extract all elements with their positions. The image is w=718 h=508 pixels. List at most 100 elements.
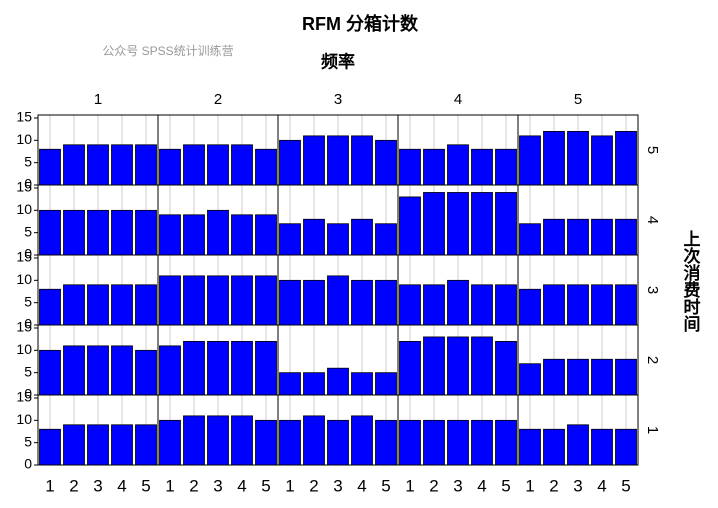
y-tick-label: 10 xyxy=(16,341,32,357)
bar xyxy=(399,196,421,256)
bar xyxy=(327,419,349,466)
bar xyxy=(495,284,517,326)
bar xyxy=(375,372,397,396)
bar xyxy=(135,424,157,466)
chart-title: RFM 分箱计数 xyxy=(302,13,419,34)
bar xyxy=(279,372,301,396)
bar xyxy=(255,419,277,466)
bar xyxy=(543,358,565,396)
bar xyxy=(615,428,637,466)
bar xyxy=(591,428,613,466)
bar xyxy=(351,415,373,466)
bar xyxy=(615,130,637,186)
bar xyxy=(87,144,109,186)
bar xyxy=(159,275,181,326)
bar xyxy=(279,139,301,186)
bar xyxy=(159,148,181,186)
bar xyxy=(231,214,253,256)
y-tick-label: 10 xyxy=(16,271,32,287)
x-tick-label: 3 xyxy=(333,476,342,495)
x-tick-label: 3 xyxy=(93,476,102,495)
x-tick-label: 1 xyxy=(525,476,534,495)
y-tick-label: 15 xyxy=(16,389,32,405)
x-tick-label: 5 xyxy=(621,476,630,495)
x-tick-label: 2 xyxy=(549,476,558,495)
bar xyxy=(519,223,541,256)
bar xyxy=(303,135,325,186)
y-tick-label: 0 xyxy=(24,386,32,402)
bar xyxy=(543,218,565,256)
y-tick-label: 10 xyxy=(16,201,32,217)
bar xyxy=(303,218,325,256)
bar xyxy=(255,214,277,256)
bar xyxy=(207,275,229,326)
y-tick-label: 10 xyxy=(16,131,32,147)
bar xyxy=(567,284,589,326)
bar xyxy=(543,130,565,186)
bar xyxy=(63,209,85,256)
bar xyxy=(303,279,325,326)
row-label: 2 xyxy=(644,356,661,364)
bar xyxy=(423,192,445,256)
bar xyxy=(111,424,133,466)
bar xyxy=(567,358,589,396)
bar xyxy=(471,148,493,186)
bar xyxy=(63,284,85,326)
bar xyxy=(351,218,373,256)
bar xyxy=(375,223,397,256)
column-label: 2 xyxy=(214,91,222,108)
x-tick-label: 5 xyxy=(501,476,510,495)
row-label: 1 xyxy=(644,426,661,434)
bar xyxy=(447,336,469,396)
bar xyxy=(399,284,421,326)
bar xyxy=(303,415,325,466)
bar xyxy=(471,336,493,396)
y-tick-label: 15 xyxy=(16,109,32,125)
bar xyxy=(63,424,85,466)
bar xyxy=(87,345,109,396)
x-tick-label: 2 xyxy=(69,476,78,495)
x-tick-label: 1 xyxy=(45,476,54,495)
bar xyxy=(39,428,61,466)
bar xyxy=(135,349,157,396)
bar xyxy=(471,192,493,256)
bar xyxy=(567,218,589,256)
bar xyxy=(519,288,541,326)
bar xyxy=(471,419,493,466)
x-tick-label: 1 xyxy=(285,476,294,495)
bar xyxy=(471,284,493,326)
bar xyxy=(207,415,229,466)
y-tick-label: 10 xyxy=(16,411,32,427)
bar xyxy=(111,209,133,256)
y-tick-label: 5 xyxy=(24,293,32,309)
bar xyxy=(423,148,445,186)
x-tick-label: 5 xyxy=(261,476,270,495)
bar xyxy=(255,275,277,326)
bar xyxy=(111,144,133,186)
panel-frame xyxy=(517,394,639,466)
bar xyxy=(279,419,301,466)
bar xyxy=(159,214,181,256)
y-tick-label: 0 xyxy=(24,456,32,472)
bar xyxy=(183,144,205,186)
bar xyxy=(135,284,157,326)
bar xyxy=(39,288,61,326)
bar xyxy=(183,415,205,466)
bar xyxy=(39,349,61,396)
y-tick-label: 5 xyxy=(24,363,32,379)
bar xyxy=(183,340,205,396)
watermark: 公众号 SPSS统计训练营 xyxy=(102,43,233,58)
bar xyxy=(87,284,109,326)
bar xyxy=(279,279,301,326)
bar xyxy=(63,345,85,396)
x-tick-label: 3 xyxy=(573,476,582,495)
x-tick-label: 4 xyxy=(357,476,366,495)
bar xyxy=(279,223,301,256)
bar xyxy=(495,148,517,186)
bar xyxy=(255,340,277,396)
bar xyxy=(615,284,637,326)
bar xyxy=(447,419,469,466)
x-tick-label: 2 xyxy=(429,476,438,495)
bar xyxy=(375,139,397,186)
